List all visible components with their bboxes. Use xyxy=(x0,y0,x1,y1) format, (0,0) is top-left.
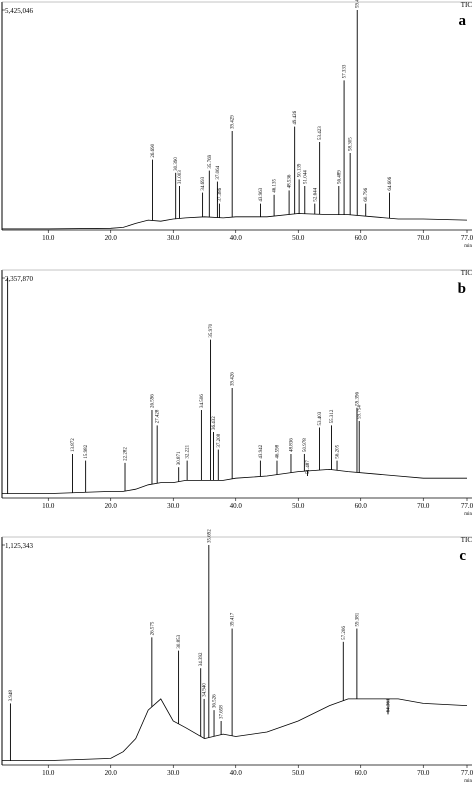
peak-label: 39.429 xyxy=(231,115,236,129)
x-tick-label: 10.0 xyxy=(42,769,55,777)
x-tick-label: 20.0 xyxy=(105,234,118,242)
peak-label: 53.423 xyxy=(318,126,323,140)
x-tick-label: 40.0 xyxy=(230,502,243,510)
x-tick-label: 50.0 xyxy=(292,234,305,242)
peak-label: 64.361 xyxy=(387,698,392,712)
peak-label: 46.135 xyxy=(273,179,278,193)
signal-label: TIC xyxy=(461,269,473,277)
peak-label: 56.205 xyxy=(336,444,341,458)
peak-label: 51.487 xyxy=(306,460,311,474)
x-tick-label: 50.0 xyxy=(292,502,305,510)
x-tick-label: 70.0 xyxy=(417,502,430,510)
x-unit-label: min xyxy=(464,779,472,784)
peak-label: 59.437 xyxy=(356,0,361,8)
peak-label: 36.432 xyxy=(212,416,217,430)
peak-label: 30.853 xyxy=(177,634,182,648)
peak-label: 37.386 xyxy=(218,187,223,201)
peak-label: 30.871 xyxy=(177,451,182,465)
peak-label: 39.426 xyxy=(231,372,236,386)
x-tick-label: 40.0 xyxy=(230,234,243,242)
y-tick-label: 1,125,343 xyxy=(5,542,34,550)
peak-label: 60.796 xyxy=(364,187,369,201)
baseline-trace xyxy=(2,213,468,230)
peak-label: 39.417 xyxy=(231,612,236,626)
peak-label: 34.506 xyxy=(200,394,205,408)
peak-label: 30.390 xyxy=(174,157,179,171)
peak-label: 50.978 xyxy=(303,438,308,452)
peak-label: 55.312 xyxy=(330,409,335,423)
peak-label: 34.392 xyxy=(199,652,204,666)
x-tick-label: 77.0 xyxy=(461,234,474,242)
x-tick-label: 70.0 xyxy=(417,769,430,777)
peak-label: 35.692 xyxy=(207,529,212,543)
signal-label: TIC xyxy=(461,1,473,9)
peak-label: 59.381 xyxy=(355,612,360,626)
peak-label: 34.693 xyxy=(201,176,206,190)
peak-label: 43.942 xyxy=(259,444,264,458)
x-tick-label: 20.0 xyxy=(105,502,118,510)
peak-label: 35.970 xyxy=(209,323,214,337)
peak-label: 57.333 xyxy=(343,64,348,78)
peak-label: 58.305 xyxy=(349,137,354,151)
x-tick-label: 20.0 xyxy=(105,769,118,777)
x-tick-label: 30.0 xyxy=(167,502,180,510)
peak-label: 3.948 xyxy=(9,690,14,702)
x-tick-label: 77.0 xyxy=(461,502,474,510)
peak-label: 46.598 xyxy=(275,444,280,458)
peak-label: 50.139 xyxy=(298,163,303,177)
peak-label: 22.282 xyxy=(124,447,129,461)
y-tick-label: 2,357,870 xyxy=(5,275,34,283)
x-tick-label: 30.0 xyxy=(167,234,180,242)
x-tick-label: 10.0 xyxy=(42,502,55,510)
baseline-trace xyxy=(2,468,467,494)
peak-label: 56.489 xyxy=(337,170,342,184)
x-tick-label: 60.0 xyxy=(355,502,368,510)
peak-label: 34.940 xyxy=(203,683,208,697)
x-unit-label: min xyxy=(464,512,472,517)
peak-label: 49.426 xyxy=(293,110,298,124)
x-tick-label: 40.0 xyxy=(230,769,243,777)
peak-label: 26.596 xyxy=(150,394,155,408)
peak-label: 35.769 xyxy=(208,154,213,168)
y-tick-label: 5,425,046 xyxy=(5,7,34,15)
peak-label: 51.044 xyxy=(303,170,308,184)
peak-label: 13.872 xyxy=(71,438,76,452)
peak-label: 27.428 xyxy=(156,409,161,423)
peak-label: 59.396 xyxy=(355,392,360,406)
peak-label: 26.575 xyxy=(150,621,155,635)
peak-label: 57.206 xyxy=(342,626,347,640)
peak-label: 52.644 xyxy=(313,187,318,201)
peak-label: 53.403 xyxy=(318,411,323,425)
peak-label: 48.836 xyxy=(289,438,294,452)
x-tick-label: 70.0 xyxy=(417,234,430,242)
peak-label: 37.064 xyxy=(216,165,221,179)
x-tick-label: 30.0 xyxy=(167,769,180,777)
baseline-trace xyxy=(2,698,468,761)
peak-label: 31.003 xyxy=(178,170,183,184)
peak-label: 37.658 xyxy=(220,705,225,719)
peak-label: 64.606 xyxy=(388,176,393,190)
peak-label: 43.963 xyxy=(259,187,264,201)
x-tick-label: 60.0 xyxy=(355,234,368,242)
x-unit-label: min xyxy=(464,244,472,249)
peak-label: 26.690 xyxy=(151,143,156,157)
panel-label: a xyxy=(459,13,467,29)
peak-label: 37.208 xyxy=(217,433,222,447)
signal-label: TIC xyxy=(461,536,473,544)
peak-label: 36.526 xyxy=(213,694,218,708)
x-tick-label: 10.0 xyxy=(42,234,55,242)
panel-label: c xyxy=(459,548,466,564)
x-tick-label: 50.0 xyxy=(292,769,305,777)
peak-label: 48.536 xyxy=(288,174,293,188)
x-tick-label: 60.0 xyxy=(355,769,368,777)
peak-label: 32.221 xyxy=(186,444,191,458)
panel-label: b xyxy=(458,281,466,297)
peak-label: 15.982 xyxy=(84,444,89,458)
x-tick-label: 77.0 xyxy=(461,769,474,777)
peak-label: 59.754 xyxy=(358,405,363,419)
